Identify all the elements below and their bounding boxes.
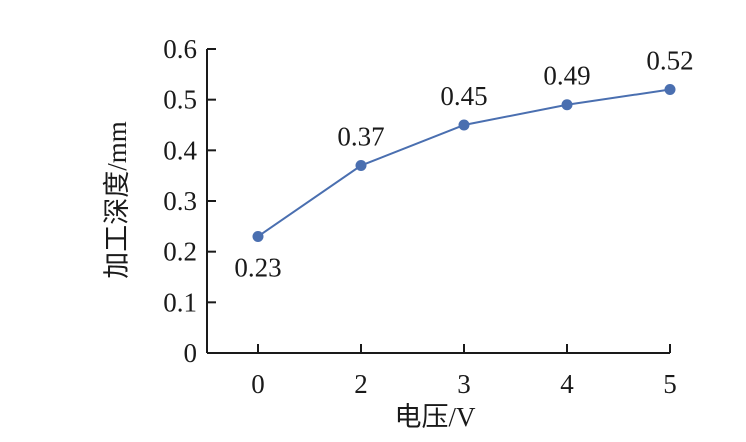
y-tick-label: 0.5 — [163, 85, 197, 115]
data-label: 0.23 — [234, 252, 281, 282]
data-label: 0.37 — [337, 122, 384, 152]
data-label: 0.49 — [543, 61, 590, 91]
y-axis-label: 加工深度/mm — [102, 121, 132, 279]
x-tick-label: 4 — [560, 369, 574, 399]
data-label: 0.52 — [646, 46, 693, 76]
y-tick-label: 0.3 — [163, 186, 197, 216]
data-point — [664, 84, 676, 96]
x-tick-label: 5 — [663, 369, 677, 399]
axes — [206, 49, 670, 354]
x-axis-label: 电压/V — [395, 402, 477, 432]
x-tick-label: 3 — [457, 369, 471, 399]
series-group — [252, 84, 676, 242]
x-tick-label: 0 — [251, 369, 265, 399]
y-tick-label: 0.6 — [163, 34, 197, 64]
data-point — [252, 230, 264, 242]
y-tick-label: 0 — [184, 338, 198, 368]
data-point — [355, 160, 367, 172]
series-line — [257, 88, 671, 238]
y-tick-label: 0.2 — [163, 237, 197, 267]
data-point — [458, 119, 470, 131]
x-tick-label: 2 — [354, 369, 368, 399]
y-axis-ticks: 0 0.1 0.2 0.3 0.4 0.5 0.6 — [163, 34, 216, 368]
data-label: 0.45 — [440, 81, 487, 111]
x-axis-ticks: 0 2 3 4 5 — [251, 344, 677, 399]
data-labels: 0.23 0.37 0.45 0.49 0.52 — [234, 46, 693, 283]
data-point — [561, 99, 573, 111]
y-tick-label: 0.1 — [163, 287, 197, 317]
y-tick-label: 0.4 — [163, 135, 197, 165]
